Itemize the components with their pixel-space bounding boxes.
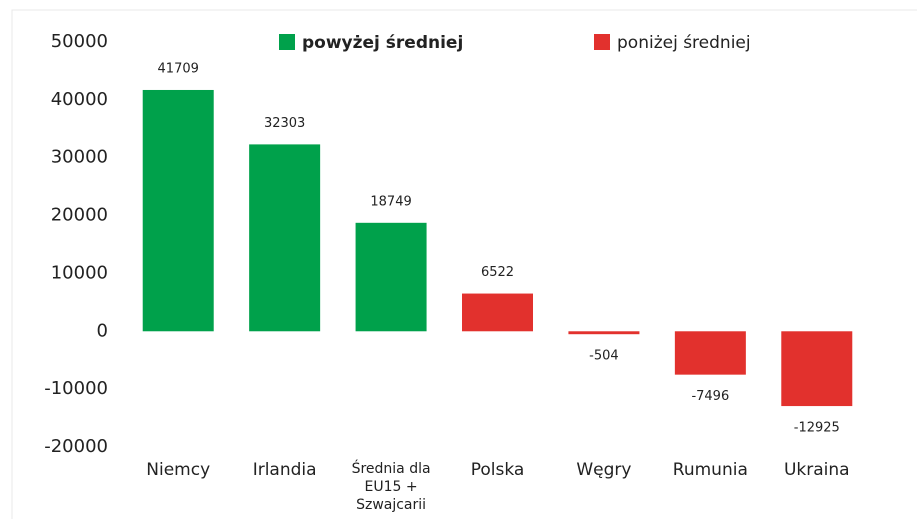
bar (568, 331, 640, 335)
bar (355, 222, 427, 332)
bar (674, 331, 746, 375)
y-tick-label: 0 (97, 320, 108, 341)
y-tick-label: 20000 (51, 205, 108, 226)
x-tick-label: Niemcy (146, 460, 211, 480)
x-tick-label: Węgry (576, 460, 632, 480)
bar (462, 293, 533, 332)
legend-swatch (279, 34, 295, 50)
value-label: 6522 (481, 265, 514, 280)
x-tick-label: Ukraina (783, 460, 850, 480)
legend-swatch (594, 34, 610, 50)
value-label: -7496 (691, 389, 729, 404)
bar (249, 144, 321, 332)
y-tick-label: -10000 (44, 378, 108, 399)
y-tick-label: 50000 (51, 31, 108, 52)
value-label: -504 (589, 349, 619, 364)
frame (11, 9, 917, 519)
bar (142, 89, 214, 332)
x-tick-label: Irlandia (252, 460, 317, 480)
y-tick-label: -20000 (44, 436, 108, 457)
x-tick-label: Średnia dla EU15 + Szwajcarii (351, 461, 431, 513)
y-tick-label: 40000 (51, 89, 108, 110)
legend-label: poniżej średniej (617, 33, 751, 53)
x-tick-label: Rumunia (672, 460, 748, 480)
value-label: 41709 (158, 61, 199, 76)
bar (781, 331, 853, 407)
value-label: 18749 (370, 194, 411, 209)
value-label: -12925 (794, 421, 840, 436)
x-tick-label: Polska (470, 460, 525, 480)
y-tick-label: 10000 (51, 262, 108, 283)
legend-label: powyżej średniej (302, 33, 463, 53)
value-label: 32303 (264, 116, 305, 131)
y-tick-label: 30000 (51, 147, 108, 168)
